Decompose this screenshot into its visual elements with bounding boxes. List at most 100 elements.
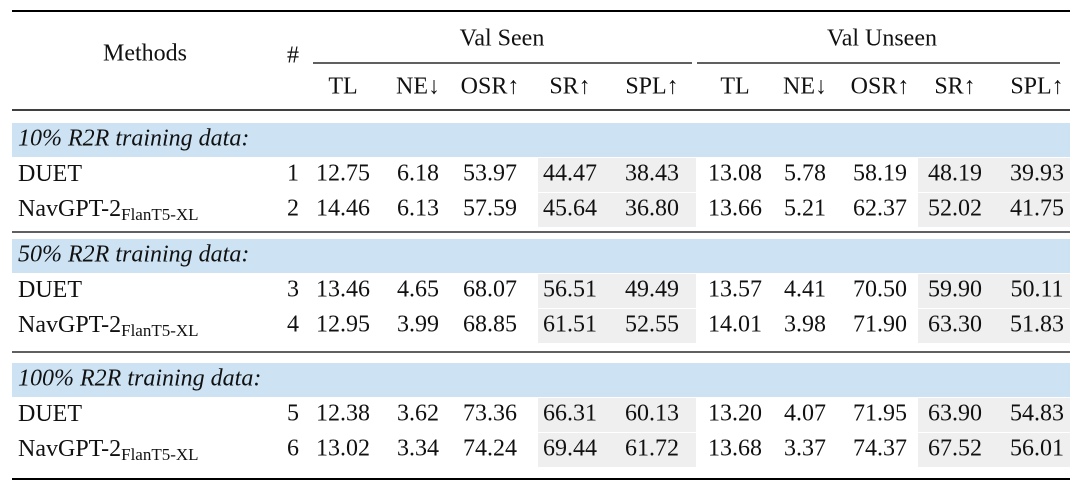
cell-value: 70.50 (853, 277, 907, 303)
method: DUET (18, 277, 82, 303)
section-band (12, 239, 1070, 273)
column-header: SR↑ (549, 74, 590, 100)
cell-value: 12.95 (316, 312, 370, 338)
cell-value: 45.64 (543, 196, 597, 222)
column-header: OSR↑ (851, 74, 910, 100)
column-header: TL (720, 74, 749, 100)
highlight (918, 158, 1070, 192)
cell-value: 61.72 (625, 436, 679, 462)
cell-value: 14.01 (708, 312, 762, 338)
cell-value: 68.07 (463, 277, 517, 303)
cell-value: 4.41 (784, 277, 826, 303)
column-header: TL (328, 74, 357, 100)
highlight (538, 158, 696, 192)
cell-value: 58.19 (853, 161, 907, 187)
cell-value: 13.08 (708, 161, 762, 187)
cell-value: 3.34 (397, 436, 439, 462)
cell-value: 50.11 (1010, 277, 1063, 303)
method-name: NavGPT-2FlanT5-XL (18, 196, 199, 224)
row-id: 3 (287, 277, 299, 303)
cell-value: 6.13 (397, 196, 439, 222)
group-header: Val Unseen (827, 26, 937, 52)
highlight (918, 193, 1070, 227)
method: DUET (18, 161, 82, 187)
cell-value: 51.83 (1010, 312, 1064, 338)
cell-value: 59.90 (928, 277, 982, 303)
section-title: 10% R2R training data: (18, 126, 249, 152)
row-id: 1 (287, 161, 299, 187)
method-name: DUET (18, 401, 82, 427)
cell-value: 54.83 (1010, 401, 1064, 427)
cell-value: 14.46 (316, 196, 370, 222)
highlight (918, 433, 1070, 467)
methods-header: Methods (103, 41, 187, 67)
method-name: DUET (18, 161, 82, 187)
column-header: NE↓ (396, 74, 440, 100)
cell-value: 52.02 (928, 196, 982, 222)
cell-value: 13.57 (708, 277, 762, 303)
cell-value: 49.49 (625, 277, 679, 303)
group-header: Val Seen (460, 26, 545, 52)
cell-value: 39.93 (1010, 161, 1064, 187)
cell-value: 3.37 (784, 436, 826, 462)
highlight (538, 309, 696, 343)
cell-value: 6.18 (397, 161, 439, 187)
cell-value: 73.36 (463, 401, 517, 427)
cell-value: 68.85 (463, 312, 517, 338)
highlight (538, 274, 696, 308)
cell-value: 4.07 (784, 401, 826, 427)
highlight (538, 433, 696, 467)
cell-value: 71.90 (853, 312, 907, 338)
cell-value: 71.95 (853, 401, 907, 427)
highlight (538, 193, 696, 227)
cell-value: 3.62 (397, 401, 439, 427)
cell-value: 74.24 (463, 436, 517, 462)
cell-value: 52.55 (625, 312, 679, 338)
method: DUET (18, 401, 82, 427)
cell-value: 12.38 (316, 401, 370, 427)
highlight (538, 398, 696, 432)
id-header: # (287, 43, 299, 69)
method-subscript: FlanT5-XL (121, 321, 198, 340)
cell-value: 5.78 (784, 161, 826, 187)
cell-value: 66.31 (543, 401, 597, 427)
cell-value: 13.68 (708, 436, 762, 462)
cell-value: 38.43 (625, 161, 679, 187)
cell-value: 57.59 (463, 196, 517, 222)
cell-value: 12.75 (316, 161, 370, 187)
column-header: OSR↑ (461, 74, 520, 100)
cell-value: 44.47 (543, 161, 597, 187)
cell-value: 53.97 (463, 161, 517, 187)
cell-value: 41.75 (1010, 196, 1064, 222)
cell-value: 48.19 (928, 161, 982, 187)
method: NavGPT-2 (18, 196, 121, 222)
cell-value: 56.01 (1010, 436, 1064, 462)
highlight (918, 274, 1070, 308)
cell-value: 36.80 (625, 196, 679, 222)
cell-value: 13.20 (708, 401, 762, 427)
row-id: 6 (287, 436, 299, 462)
cell-value: 56.51 (543, 277, 597, 303)
column-header: SPL↑ (1010, 74, 1063, 100)
column-header: NE↓ (783, 74, 827, 100)
cell-value: 3.99 (397, 312, 439, 338)
column-header: SR↑ (934, 74, 975, 100)
cell-value: 69.44 (543, 436, 597, 462)
method-subscript: FlanT5-XL (121, 205, 198, 224)
cell-value: 13.66 (708, 196, 762, 222)
cell-value: 60.13 (625, 401, 679, 427)
method-name: NavGPT-2FlanT5-XL (18, 312, 199, 340)
cell-value: 3.98 (784, 312, 826, 338)
row-id: 2 (287, 196, 299, 222)
cell-value: 13.46 (316, 277, 370, 303)
cell-value: 5.21 (784, 196, 826, 222)
method: NavGPT-2 (18, 312, 121, 338)
highlight (918, 398, 1070, 432)
column-header: SPL↑ (625, 74, 678, 100)
highlight (918, 309, 1070, 343)
cell-value: 62.37 (853, 196, 907, 222)
method: NavGPT-2 (18, 436, 121, 462)
cell-value: 61.51 (543, 312, 597, 338)
